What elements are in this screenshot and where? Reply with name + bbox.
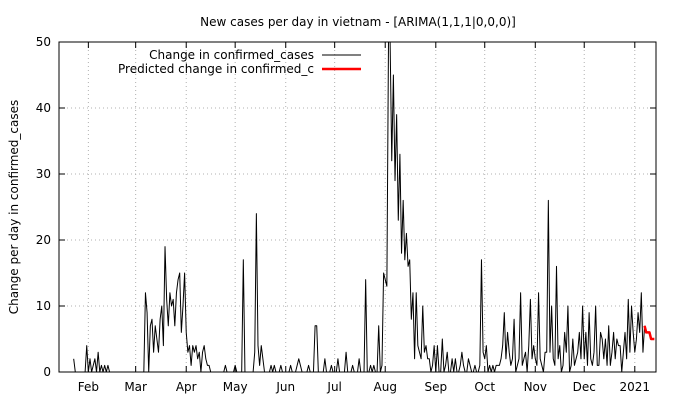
y-tick-label: 30 [36,167,51,181]
y-tick-label: 0 [43,365,51,379]
y-tick-label: 50 [36,35,51,49]
y-tick-label: 10 [36,299,51,313]
plot-frame [58,41,657,373]
x-tick-label: Nov [524,380,547,394]
x-tick-label: Jun [275,380,295,394]
x-tick-label: Jul [326,380,341,394]
x-tick-label: Feb [78,380,99,394]
y-axis-label: Change per day in confirmed_cases [7,100,21,315]
legend: Change in confirmed_cases Predicted chan… [118,48,361,76]
x-tick-label: Dec [573,380,596,394]
x-tick-label: May [223,380,248,394]
x-axis: Feb Mar Apr May Jun Jul Aug Sep Oct Nov Dec 2021 [78,42,650,394]
x-tick-label: 2021 [620,380,651,394]
series-line-actual [73,42,646,372]
legend-label-predicted: Predicted change in confirmed_c [118,62,314,76]
x-tick-label: Oct [474,380,495,394]
series-line-predicted [643,325,655,341]
x-tick-label: Mar [124,380,147,394]
x-tick-label: Aug [374,380,397,394]
legend-label-actual: Change in confirmed_cases [149,48,314,62]
grid [59,42,656,372]
x-tick-label: Sep [424,380,447,394]
chart-title: New cases per day in vietnam - [ARIMA(1,… [200,15,516,29]
y-tick-label: 20 [36,233,51,247]
y-axis: 0 10 20 30 40 50 [36,35,656,379]
y-tick-label: 40 [36,101,51,115]
x-tick-label: Apr [176,380,197,394]
series-lines [73,42,655,372]
